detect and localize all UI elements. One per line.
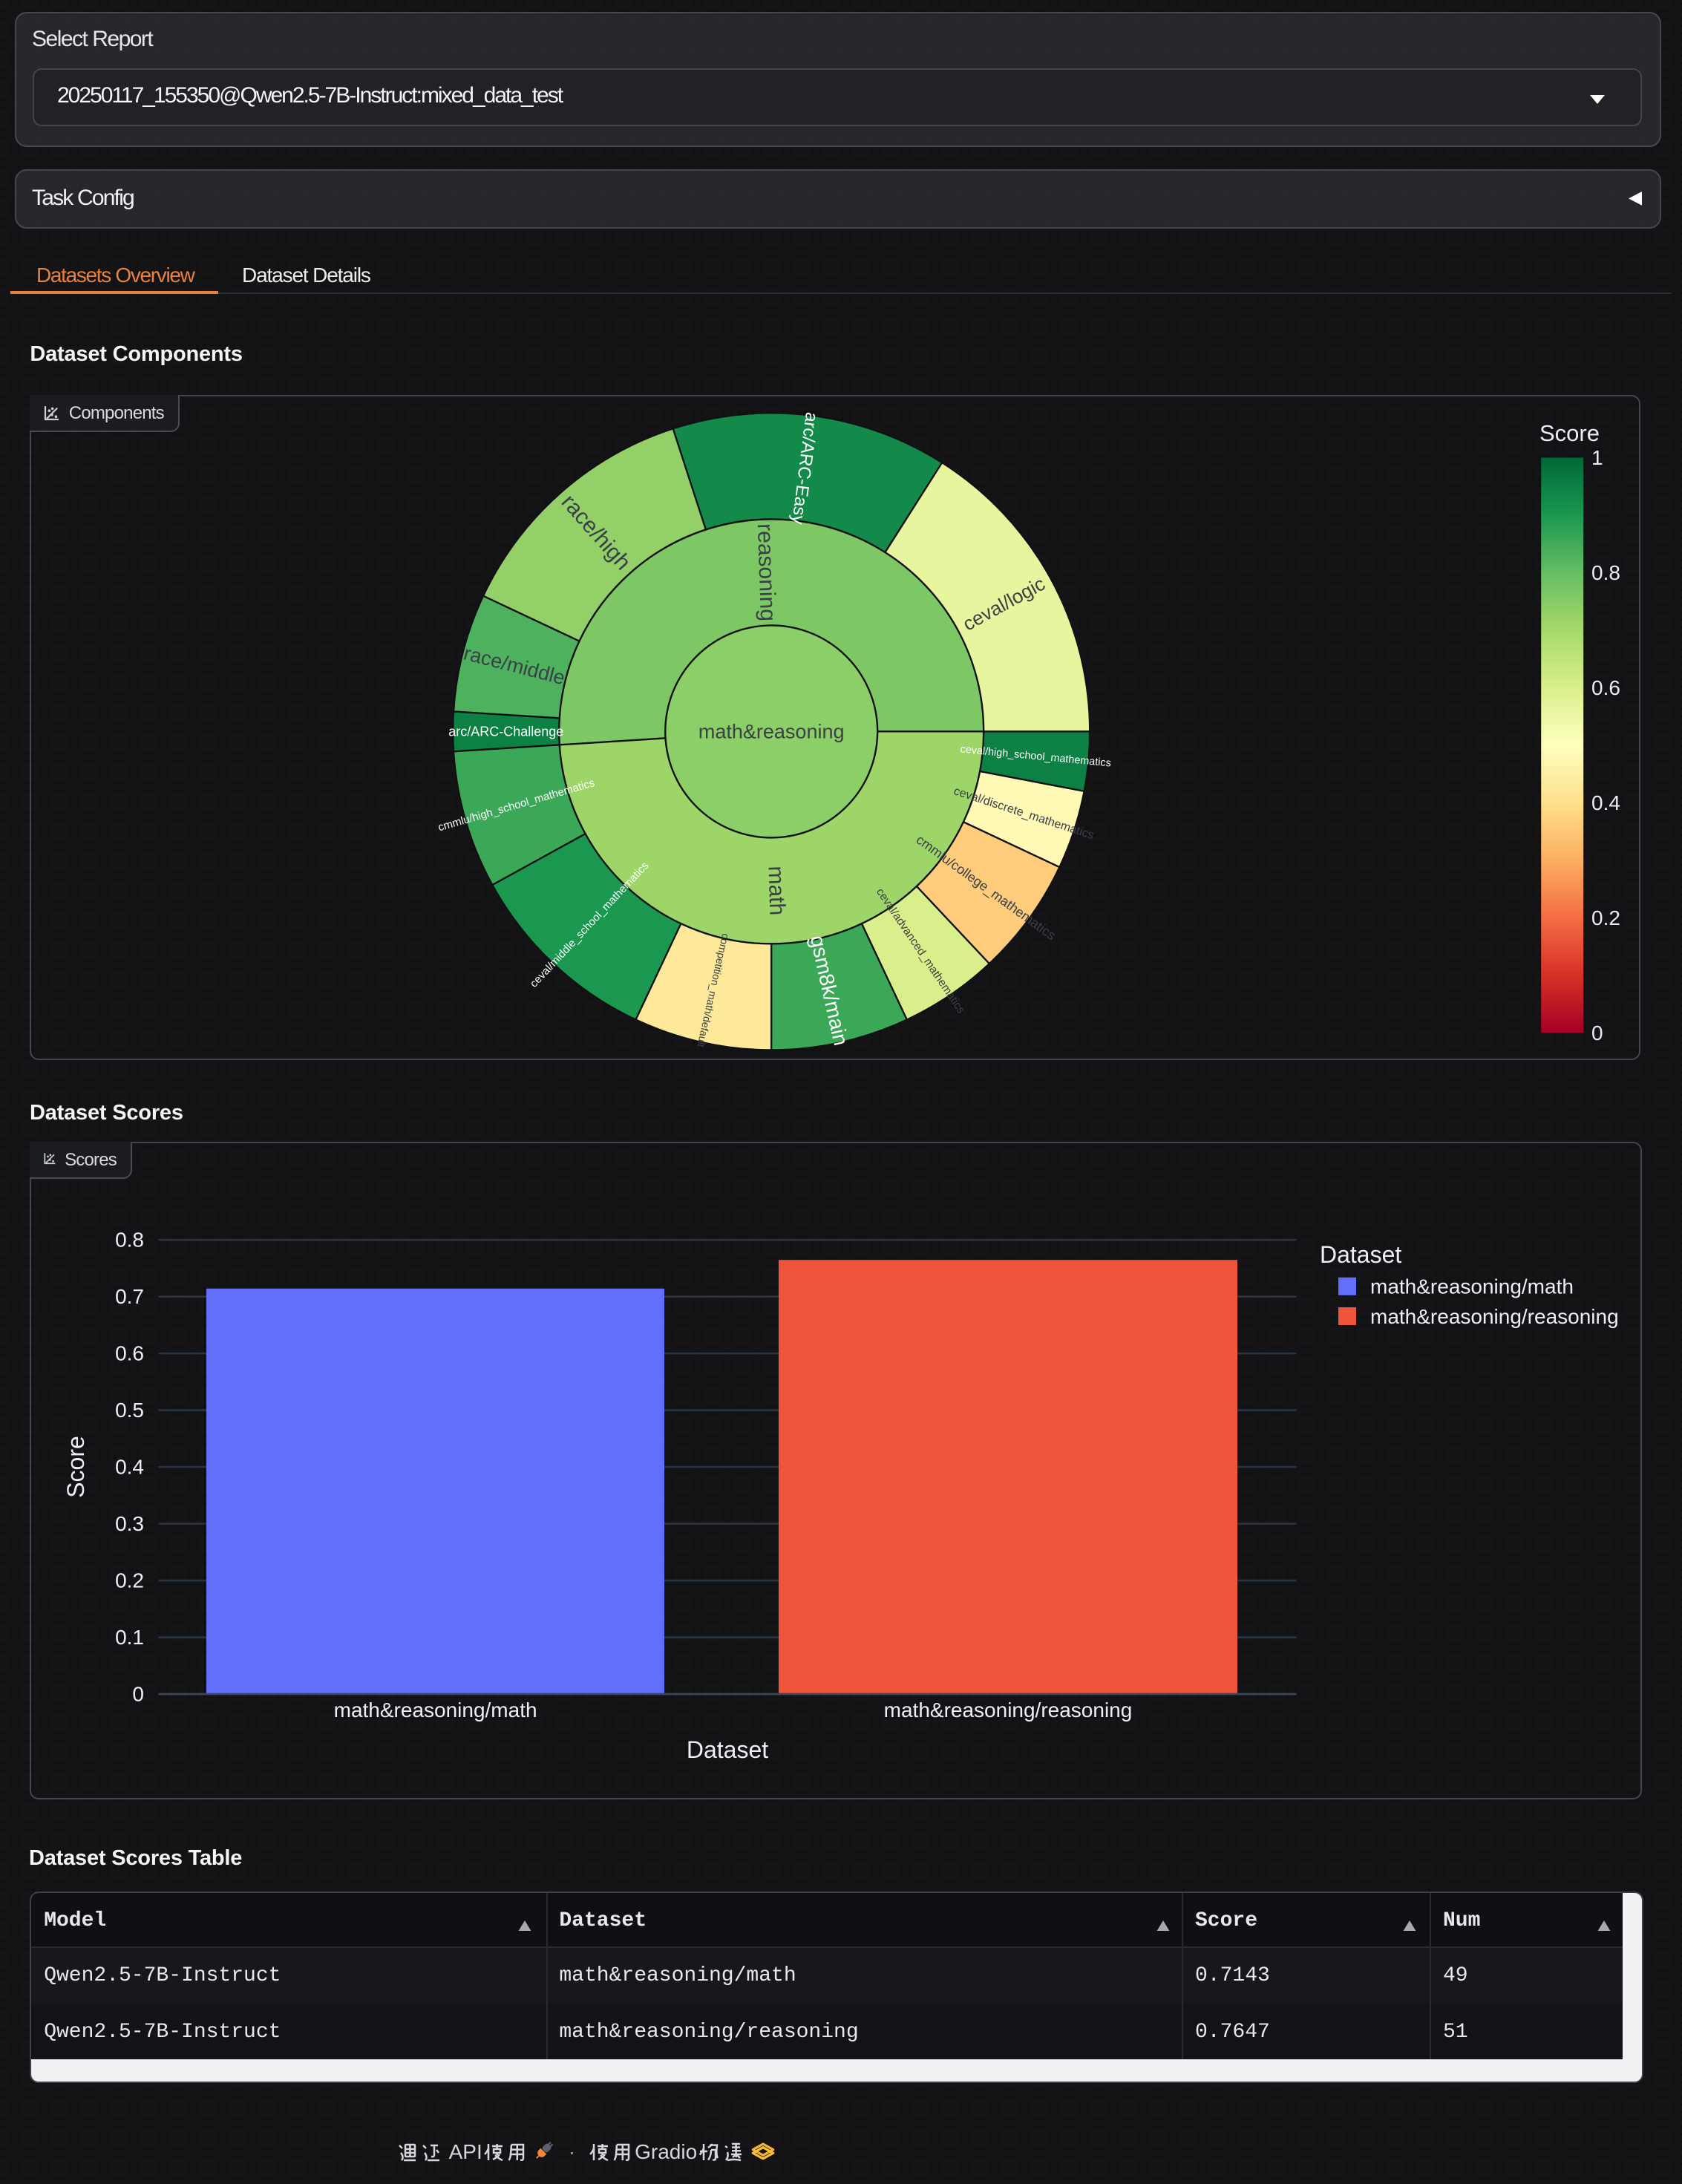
- svg-text:0.4: 0.4: [115, 1455, 144, 1478]
- svg-text:0.4: 0.4: [1592, 791, 1621, 814]
- svg-text:0.1: 0.1: [115, 1625, 144, 1648]
- svg-text:0.2: 0.2: [1592, 906, 1621, 929]
- svg-text:0.2: 0.2: [115, 1569, 144, 1592]
- svg-text:0.3: 0.3: [115, 1511, 144, 1534]
- svg-text:math&reasoning/reasoning: math&reasoning/reasoning: [884, 1698, 1133, 1721]
- svg-text:0.8: 0.8: [115, 1228, 144, 1251]
- svg-text:0: 0: [132, 1682, 144, 1705]
- svg-text:math&reasoning/math: math&reasoning/math: [334, 1698, 537, 1721]
- svg-text:0.7: 0.7: [115, 1284, 144, 1307]
- svg-text:math&reasoning/reasoning: math&reasoning/reasoning: [1370, 1304, 1619, 1327]
- svg-text:0.5: 0.5: [115, 1398, 144, 1421]
- svg-text:0.6: 0.6: [115, 1341, 144, 1364]
- svg-text:Dataset: Dataset: [1320, 1240, 1401, 1267]
- svg-text:reasoning: reasoning: [753, 523, 781, 621]
- svg-text:Score: Score: [1540, 420, 1600, 446]
- svg-text:0.8: 0.8: [1592, 560, 1621, 583]
- svg-text:math: math: [764, 866, 790, 916]
- svg-text:1: 1: [1592, 445, 1604, 468]
- svg-text:math&reasoning/math: math&reasoning/math: [1370, 1274, 1574, 1297]
- svg-text:arc/ARC-Challenge: arc/ARC-Challenge: [449, 724, 564, 739]
- svg-text:math&reasoning: math&reasoning: [699, 720, 845, 742]
- svg-text:Score: Score: [62, 1435, 89, 1497]
- svg-text:0.6: 0.6: [1592, 676, 1621, 699]
- svg-text:Dataset: Dataset: [687, 1736, 768, 1762]
- svg-text:0: 0: [1592, 1021, 1604, 1044]
